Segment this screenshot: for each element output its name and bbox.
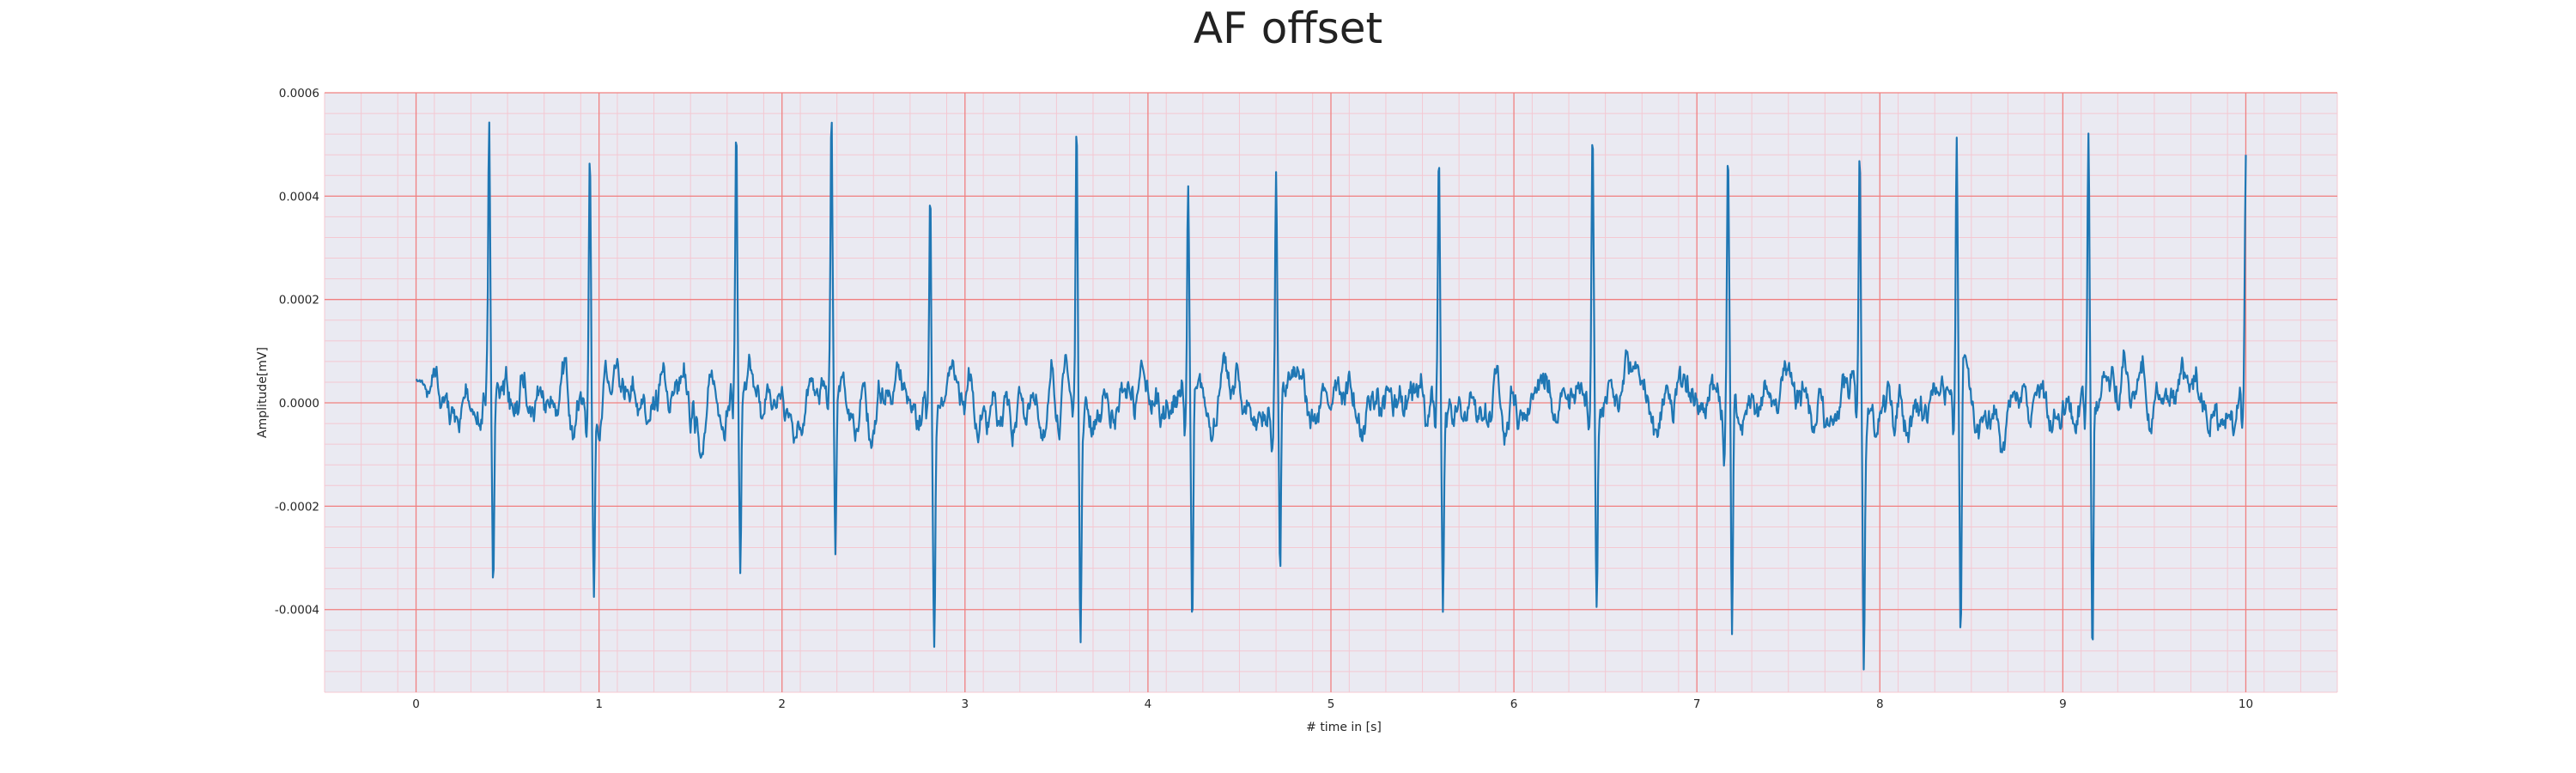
x-tick-label: 2 bbox=[778, 697, 786, 711]
x-tick-label: 10 bbox=[2239, 697, 2253, 711]
y-tick-label: 0.0004 bbox=[279, 190, 319, 204]
x-tick-label: 5 bbox=[1327, 697, 1335, 711]
x-tick-label: 9 bbox=[2059, 697, 2067, 711]
x-tick-label: 7 bbox=[1693, 697, 1701, 711]
x-tick-label: 0 bbox=[412, 697, 420, 711]
y-tick-labels: -0.0004 -0.0002 0.0000 0.0002 0.0004 0.0006 bbox=[275, 87, 319, 618]
y-tick-label: 0.0000 bbox=[279, 397, 319, 411]
x-tick-label: 1 bbox=[595, 697, 603, 711]
x-axis-label: # time in [s] bbox=[1306, 721, 1382, 734]
x-tick-label: 6 bbox=[1510, 697, 1518, 711]
x-tick-label: 3 bbox=[962, 697, 969, 711]
y-axis-label: Amplitude[mV] bbox=[256, 347, 270, 438]
y-tick-label: 0.0002 bbox=[279, 294, 319, 307]
x-tick-labels: 0 1 2 3 4 5 6 7 8 9 10 bbox=[412, 697, 2253, 711]
y-tick-label: 0.0006 bbox=[279, 87, 319, 100]
y-tick-label: -0.0004 bbox=[275, 604, 319, 618]
x-tick-label: 4 bbox=[1145, 697, 1152, 711]
x-tick-label: 8 bbox=[1876, 697, 1884, 711]
y-tick-label: -0.0002 bbox=[275, 500, 319, 514]
